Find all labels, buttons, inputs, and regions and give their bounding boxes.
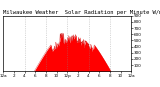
Text: Milwaukee Weather  Solar Radiation per Minute W/m2 (Last 24 Hours): Milwaukee Weather Solar Radiation per Mi… <box>3 10 160 15</box>
